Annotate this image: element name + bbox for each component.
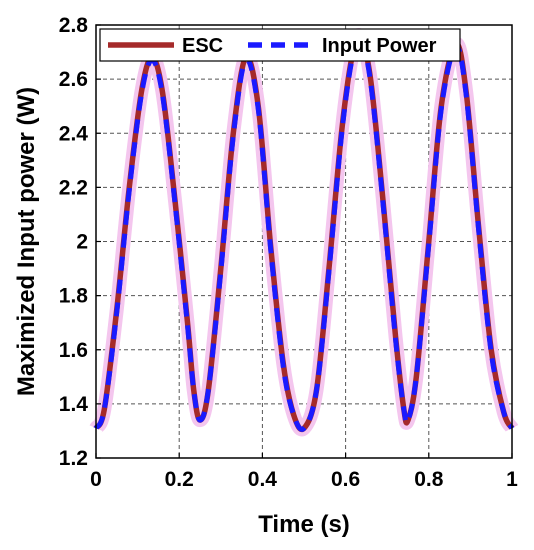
x-tick-label: 0.8 xyxy=(414,468,444,491)
y-tick-label: 2.8 xyxy=(59,14,89,37)
y-tick-label: 2.4 xyxy=(59,122,89,145)
x-axis-title: Time (s) xyxy=(258,511,350,538)
x-tick-label: 0.4 xyxy=(248,468,278,491)
x-tick-label: 0.6 xyxy=(331,468,360,491)
legend: ESC Input Power xyxy=(99,28,461,62)
y-axis-title: Maximized Input power (W) xyxy=(13,87,40,396)
legend-label-esc: ESC xyxy=(182,35,223,57)
y-tick-label: 2.2 xyxy=(59,176,88,199)
y-tick-label: 1.2 xyxy=(59,447,88,470)
y-tick-label: 2.6 xyxy=(59,68,88,91)
axis-ticks: 0 0.2 0.4 0.6 0.8 1 1.2 1.4 1.6 1.8 2 2.2 2.4 2.6 2.8 xyxy=(59,14,518,491)
x-tick-label: 1 xyxy=(506,468,518,491)
x-tick-label: 0 xyxy=(90,468,102,491)
y-tick-label: 1.8 xyxy=(59,285,89,308)
y-tick-label: 1.6 xyxy=(59,339,88,362)
series-halo-esc xyxy=(89,28,519,437)
series-layer xyxy=(89,28,519,437)
x-tick-label: 0.2 xyxy=(165,468,194,491)
y-tick-label: 1.4 xyxy=(59,393,89,416)
legend-label-input-power: Input Power xyxy=(322,35,437,57)
y-tick-label: 2 xyxy=(76,231,88,254)
